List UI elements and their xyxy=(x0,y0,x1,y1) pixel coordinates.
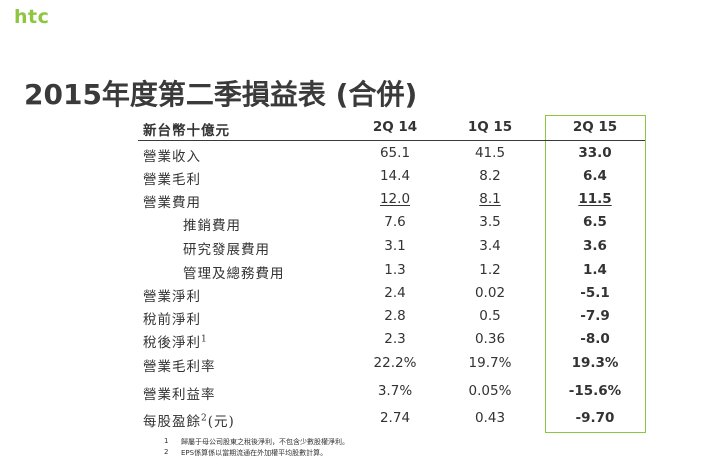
cell-2q14: 3.7% xyxy=(377,383,413,399)
page-title: 2015年度第二季損益表 (合併) xyxy=(24,78,418,111)
row-label: 稅後淨利1 xyxy=(143,331,208,352)
footnote-number: 2 xyxy=(164,448,169,456)
cell-1q15: 3.5 xyxy=(479,214,501,230)
unit-header: 新台幣十億元 xyxy=(143,123,230,139)
cell-2q14: 2.8 xyxy=(384,308,406,324)
row-label: 管理及總務費用 xyxy=(183,266,285,282)
cell-1q15: 3.4 xyxy=(479,238,501,254)
cell-1q15: 0.43 xyxy=(474,410,506,426)
cell-2q15: 6.5 xyxy=(583,214,607,230)
cell-1q15: 0.36 xyxy=(474,331,506,347)
cell-2q14: 1.3 xyxy=(384,262,406,278)
cell-2q15-wrap: 11.5 xyxy=(555,191,635,207)
cell-2q14: 2.74 xyxy=(379,410,411,426)
footnote-ref: 1 xyxy=(201,334,208,345)
cell-2q14: 2.4 xyxy=(384,285,406,301)
row-label-suffix: (元) xyxy=(207,414,235,430)
cell-2q14: 22.2% xyxy=(373,355,417,371)
row-label: 推銷費用 xyxy=(183,218,241,234)
row-label-text: 稅後淨利 xyxy=(143,335,201,351)
row-label: 稅前淨利 xyxy=(143,312,201,328)
row-label: 每股盈餘2(元) xyxy=(143,410,235,431)
col-header-2q15: 2Q 15 xyxy=(572,119,618,135)
cell-2q15: -9.70 xyxy=(575,410,615,426)
cell-2q14: 7.6 xyxy=(384,214,406,230)
cell-2q15: -7.9 xyxy=(580,308,610,324)
cell-2q15: -8.0 xyxy=(580,331,610,347)
cell-1q15: 19.7% xyxy=(468,355,512,371)
cell-2q15: 19.3% xyxy=(571,355,619,371)
cell-2q14: 2.3 xyxy=(384,331,406,347)
current-quarter-highlight xyxy=(545,115,646,433)
row-label: 營業收入 xyxy=(143,149,201,165)
row-label: 營業毛利 xyxy=(143,172,201,188)
cell-2q15: -15.6% xyxy=(568,383,622,399)
row-label: 營業淨利 xyxy=(143,289,201,305)
cell-2q15: 11.5 xyxy=(578,191,612,207)
cell-2q14: 3.1 xyxy=(384,238,406,254)
cell-2q15: 6.4 xyxy=(583,168,607,184)
cell-1q15: 1.2 xyxy=(479,262,501,278)
cell-2q14: 14.4 xyxy=(379,168,411,184)
footnote-number: 1 xyxy=(164,437,169,445)
cell-1q15: 8.1 xyxy=(479,191,501,207)
cell-2q15: -5.1 xyxy=(580,285,610,301)
cell-1q15: 0.02 xyxy=(474,285,506,301)
cell-1q15-wrap: 8.1 xyxy=(452,191,528,207)
row-label-text: 每股盈餘 xyxy=(143,414,201,430)
row-label: 營業利益率 xyxy=(143,387,216,403)
cell-2q14-wrap: 12.0 xyxy=(357,191,433,207)
cell-2q15: 3.6 xyxy=(583,238,607,254)
row-label: 營業費用 xyxy=(143,195,201,211)
cell-2q14: 65.1 xyxy=(379,145,411,161)
cell-1q15: 41.5 xyxy=(474,145,506,161)
cell-2q15: 1.4 xyxy=(583,262,607,278)
footnote-text: 歸屬于母公司股東之稅後淨利，不包含少數股權淨利。 xyxy=(181,438,349,446)
cell-2q14: 12.0 xyxy=(379,191,411,207)
col-header-1q15: 1Q 15 xyxy=(467,119,513,135)
col-header-2q14: 2Q 14 xyxy=(372,119,418,135)
cell-1q15: 0.5 xyxy=(479,308,501,324)
cell-2q15: 33.0 xyxy=(578,145,612,161)
footnote-ref: 2 xyxy=(201,413,208,424)
cell-1q15: 8.2 xyxy=(479,168,501,184)
row-label: 研究發展費用 xyxy=(183,242,270,258)
row-label: 營業毛利率 xyxy=(143,359,216,375)
cell-1q15: 0.05% xyxy=(468,383,512,399)
footnote-text: EPS係算係以當期流通在外加權平均股數計算。 xyxy=(181,449,328,457)
htc-logo: htc xyxy=(14,6,50,28)
header-divider xyxy=(138,140,645,141)
